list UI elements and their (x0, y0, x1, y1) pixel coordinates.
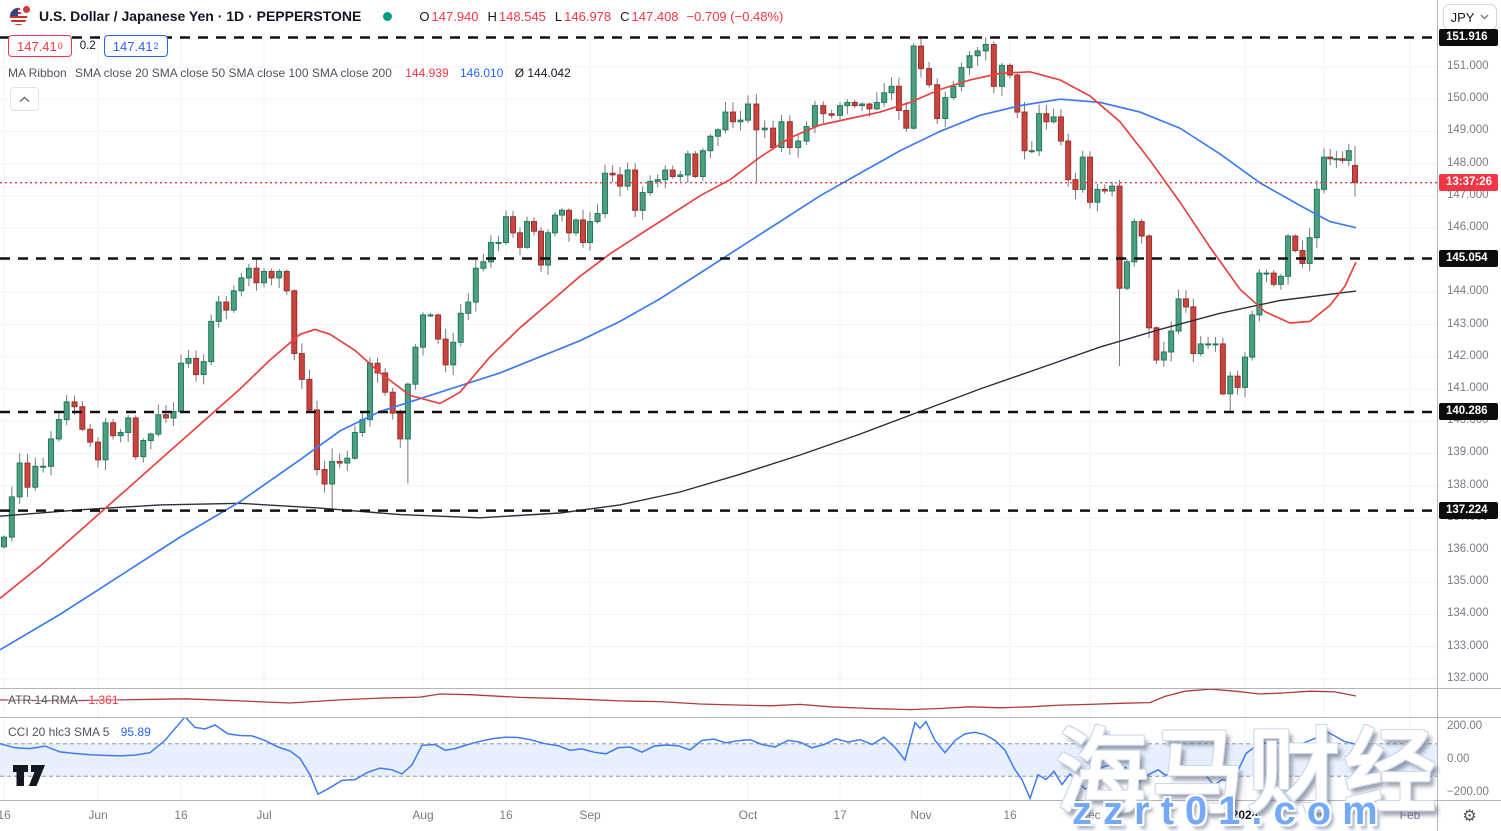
bid-sup-digit: 0 (57, 41, 63, 51)
time-label: Aug (412, 808, 434, 822)
cci-legend-title: CCI 20 hlc3 SMA 5 (8, 725, 110, 739)
price-tick: 150.000 (1447, 92, 1489, 105)
buy-button[interactable]: 147.41 2 (103, 35, 168, 57)
price-tick: 135.000 (1447, 575, 1489, 588)
ask-price: 147.41 (112, 38, 153, 54)
chevron-up-icon (19, 95, 30, 102)
ohlc-label: C (620, 8, 630, 24)
price-tick: 136.000 (1447, 543, 1489, 555)
price-level-badge: 145.054 (1439, 249, 1498, 267)
countdown-badge: 13:37:26 (1439, 174, 1498, 192)
currency-selector[interactable]: JPY (1443, 4, 1497, 30)
ma-legend-params: SMA close 20 SMA close 50 SMA close 100 … (75, 66, 392, 80)
time-label: Jun (88, 808, 108, 822)
price-level-lines (0, 36, 1437, 512)
price-tick: 132.000 (1447, 671, 1489, 684)
ohlc-label: L (554, 8, 563, 24)
price-level-badge: 140.286 (1439, 403, 1498, 421)
atr-legend[interactable]: ATR 14 RMA 1.361 (8, 693, 119, 707)
price-tick: 133.000 (1447, 639, 1489, 652)
price-level-badge: 137.224 (1439, 502, 1498, 520)
price-tick: 151.000 (1447, 60, 1489, 72)
time-label: 17 (833, 808, 847, 822)
ohlc-label: O (419, 8, 430, 24)
price-change: −0.709 (−0.48%) (686, 8, 784, 24)
axis-settings-button[interactable]: ⚙ (1437, 801, 1501, 831)
ma-legend-title: MA Ribbon (8, 66, 67, 80)
price-tick: 134.000 (1447, 607, 1489, 620)
atr-value: 1.361 (88, 693, 119, 707)
collapse-legend-button[interactable] (10, 87, 39, 111)
price-tick: 142.000 (1447, 349, 1489, 362)
atr-line (0, 689, 1357, 711)
time-label: Dec (1079, 808, 1101, 822)
sell-button[interactable]: 147.41 0 (8, 35, 72, 57)
time-label: Oct (738, 808, 758, 822)
time-label: 2024 (1231, 808, 1259, 822)
ma-ribbon-legend[interactable]: MA Ribbon SMA close 20 SMA close 50 SMA … (8, 66, 571, 80)
price-tick: 147.000 (1447, 188, 1489, 201)
symbol-title[interactable]: U.S. Dollar / Japanese Yen · 1D · PEPPER… (39, 8, 362, 24)
price-tick: 143.000 (1447, 317, 1489, 330)
candlesticks (1, 37, 1358, 549)
sma20-value: 144.939 (405, 66, 449, 80)
price-tick: 139.000 (1447, 446, 1489, 459)
sma50-value: 146.010 (459, 66, 504, 80)
ohlc-group: O 147.940 H 148.545 L 146.978 C 147.408 (410, 9, 678, 24)
time-label: 16 (0, 808, 11, 822)
price-level-badge: 151.916 (1439, 29, 1498, 46)
cci-line (0, 718, 1357, 800)
cci-legend[interactable]: CCI 20 hlc3 SMA 5 95.89 (8, 725, 151, 739)
time-label: 16 (174, 808, 188, 822)
currency-label: JPY (1450, 9, 1475, 25)
moving-average-lines (0, 70, 1357, 651)
bid-price: 147.41 (17, 38, 57, 54)
time-label: Jul (256, 808, 272, 822)
japan-flag-icon (21, 4, 32, 15)
quote-row: 147.41 0 0.2 147.41 2 (8, 35, 168, 57)
cci-tick: 0.00 (1447, 753, 1470, 765)
price-tick: 144.000 (1447, 285, 1489, 298)
atr-legend-title: ATR 14 RMA (8, 693, 78, 707)
ohlc-value: 148.545 (498, 8, 546, 24)
usdjpy-pair-icon (10, 4, 32, 26)
time-label: Feb (1399, 808, 1421, 822)
pane-dividers (0, 688, 1501, 718)
time-label: 16 (499, 808, 513, 822)
cci-band (0, 743, 1437, 777)
spread-value: 0.2 (79, 40, 96, 52)
ma-average-value: Ø 144.042 (514, 66, 571, 80)
ohlc-values: O 147.940 H 148.545 L 146.978 C 147.408 −0.709 … (410, 9, 783, 24)
time-axis[interactable]: 16 Jun 16 Jul Aug 16 Sep Oct 17 Nov 16 Dec 2024 17 Feb… (0, 800, 1501, 831)
time-label: 16 (1003, 808, 1017, 822)
price-tick: 149.000 (1447, 124, 1489, 137)
price-tick: 141.000 (1447, 382, 1489, 394)
ohlc-value: 147.408 (631, 8, 679, 24)
cci-tick: −200.00 (1447, 785, 1489, 798)
ask-sup-digit: 2 (153, 41, 159, 51)
market-open-dot-icon (383, 11, 393, 21)
price-tick: 148.000 (1447, 156, 1489, 169)
gridlines (0, 33, 1437, 800)
time-label: Sep (579, 808, 601, 822)
gear-icon: ⚙ (1462, 808, 1477, 825)
tradingview-logo-icon[interactable] (13, 765, 47, 787)
chart-header: U.S. Dollar / Japanese Yen · 1D · PEPPER… (0, 0, 1437, 32)
ohlc-label: H (487, 8, 497, 24)
ohlc-value: 146.978 (564, 8, 612, 24)
time-label: Nov (910, 808, 932, 822)
cci-value: 95.89 (120, 725, 151, 739)
ohlc-value: 147.940 (431, 8, 479, 24)
cci-tick: 200.00 (1447, 720, 1483, 733)
time-label: 17 (1317, 808, 1331, 822)
price-axis[interactable]: JPY 151.000 150.000 149.000 148.000 147.000 1… (1437, 0, 1501, 800)
price-tick: 138.000 (1447, 478, 1489, 491)
chevron-down-icon (1480, 14, 1489, 20)
price-tick: 146.000 (1447, 221, 1489, 233)
